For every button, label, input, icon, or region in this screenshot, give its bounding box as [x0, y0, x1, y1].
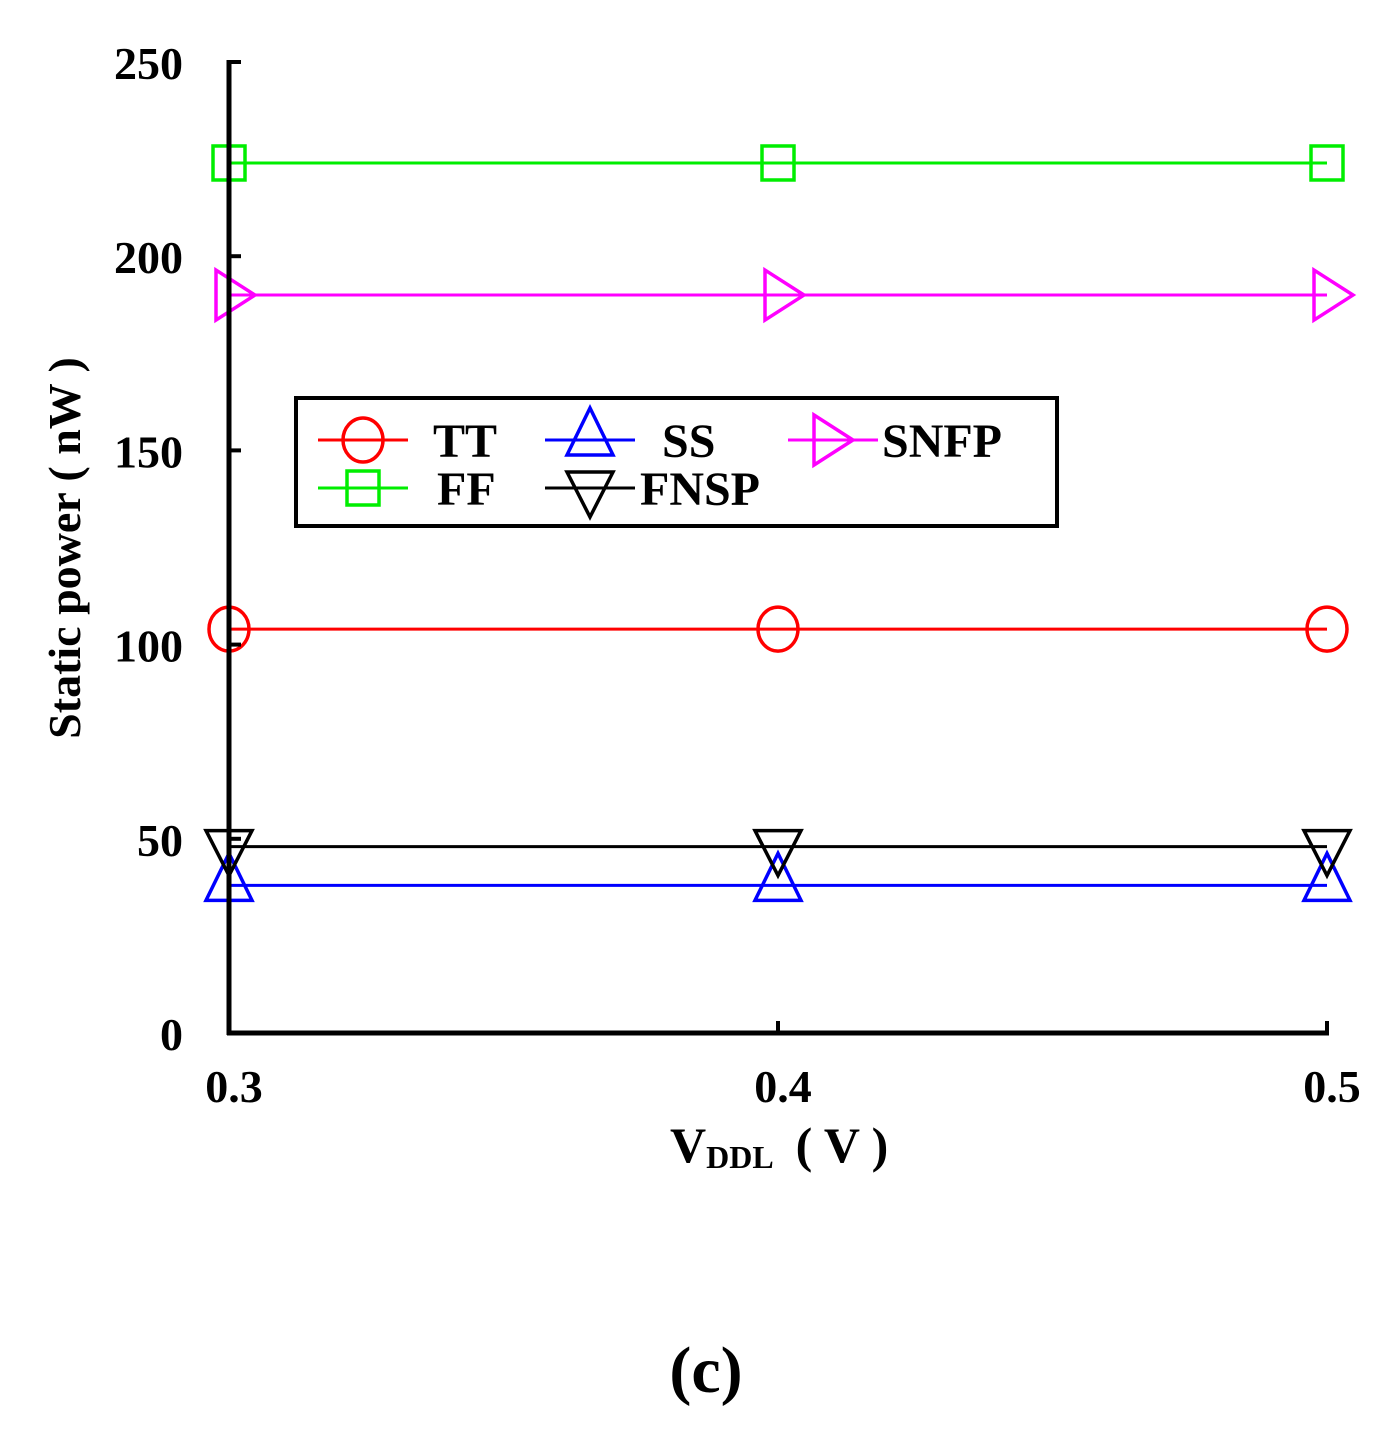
y-tick-label: 100 — [114, 621, 183, 672]
data-point-ff-0.4 — [760, 144, 796, 182]
data-point-fnsp-0.5 — [1301, 828, 1353, 880]
x-axis-label-subscript: DDL — [706, 1139, 774, 1175]
data-point-ff-0.5 — [1309, 144, 1345, 182]
legend: TT SS SNFP FF FNSP — [294, 396, 1059, 528]
legend-marker-fnsp — [564, 470, 616, 521]
data-point-snfp-0.5 — [1312, 266, 1357, 324]
data-point-ss-0.4 — [752, 849, 804, 903]
legend-item-fnsp: FNSP — [545, 463, 760, 521]
legend-item-ss: SS — [545, 404, 715, 468]
legend-item-ff: FF — [318, 463, 496, 516]
legend-label: FF — [437, 463, 496, 516]
series-fnsp — [203, 828, 1353, 880]
figure-caption: (c) — [669, 1334, 742, 1407]
legend-marker-ss — [564, 404, 616, 457]
x-tick-label: 0.3 — [205, 1061, 263, 1112]
x-axis-label-unit: ( V ) — [796, 1117, 889, 1173]
legend-label: SNFP — [882, 415, 1002, 468]
legend-label: SS — [662, 415, 715, 468]
legend-box — [294, 396, 1059, 528]
legend-label: TT — [433, 415, 497, 468]
ticks: 0 50 100 150 200 250 0.3 0.4 0.5 — [114, 38, 1361, 1112]
axes — [226, 60, 1329, 1036]
series-ff — [211, 144, 1345, 182]
data-point-ss-0.5 — [1301, 849, 1353, 903]
series-snfp — [214, 266, 1357, 324]
data-point-tt-0.5 — [1305, 605, 1349, 653]
series-layer — [203, 144, 1357, 903]
x-axis-label-main: V — [670, 1117, 706, 1173]
y-tick-label: 50 — [137, 815, 183, 866]
y-tick-label: 200 — [114, 232, 183, 283]
data-point-tt-0.4 — [756, 605, 800, 653]
y-tick-label: 150 — [114, 426, 183, 477]
data-point-snfp-0.3 — [214, 266, 259, 324]
legend-item-snfp: SNFP — [788, 411, 1002, 469]
x-axis-label: VDDL ( V ) — [670, 1117, 888, 1175]
legend-label: FNSP — [640, 463, 760, 516]
y-tick-label: 250 — [114, 38, 183, 89]
y-axis-label: Static power ( nW ) — [39, 357, 90, 739]
x-tick-label: 0.4 — [754, 1061, 812, 1112]
legend-marker-tt — [341, 416, 385, 464]
data-point-snfp-0.4 — [763, 266, 808, 324]
legend-marker-ff — [345, 469, 381, 507]
legend-marker-snfp — [812, 411, 857, 469]
data-point-fnsp-0.4 — [752, 828, 804, 880]
y-tick-label: 0 — [160, 1009, 183, 1060]
x-tick-label: 0.5 — [1303, 1061, 1361, 1112]
series-tt — [207, 605, 1349, 653]
legend-item-tt: TT — [318, 415, 497, 468]
